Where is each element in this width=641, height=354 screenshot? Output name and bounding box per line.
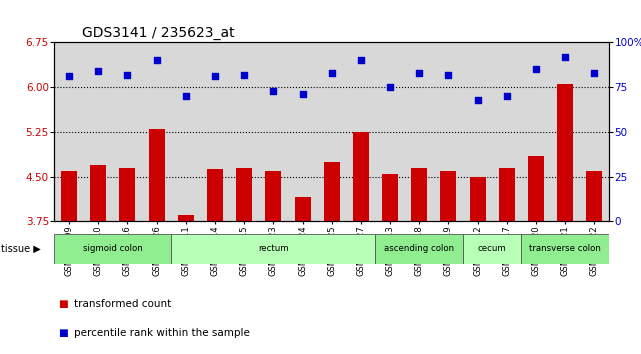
Point — [385, 84, 395, 90]
Point — [181, 93, 191, 99]
Bar — [149, 129, 165, 221]
Point — [151, 58, 162, 63]
Point — [531, 67, 541, 72]
Bar — [236, 168, 252, 221]
Point — [502, 93, 512, 99]
Bar — [382, 173, 398, 221]
Text: tissue ▶: tissue ▶ — [1, 244, 41, 254]
Point — [93, 68, 103, 74]
Bar — [587, 171, 603, 221]
Bar — [178, 215, 194, 221]
Bar — [528, 156, 544, 221]
Text: ■: ■ — [58, 328, 67, 338]
Bar — [376, 234, 463, 264]
Bar — [265, 171, 281, 221]
Text: GDS3141 / 235623_at: GDS3141 / 235623_at — [82, 26, 235, 40]
Point — [297, 91, 308, 97]
Point — [64, 74, 74, 79]
Bar — [521, 234, 609, 264]
Bar — [171, 234, 376, 264]
Text: transformed count: transformed count — [74, 299, 171, 309]
Point — [326, 70, 337, 76]
Bar — [499, 168, 515, 221]
Bar — [412, 168, 428, 221]
Bar — [294, 198, 310, 221]
Point — [589, 70, 599, 76]
Text: cecum: cecum — [478, 244, 506, 253]
Bar — [353, 132, 369, 221]
Bar — [324, 162, 340, 221]
Bar — [557, 84, 573, 221]
Point — [414, 70, 424, 76]
Bar — [470, 177, 486, 221]
Point — [560, 54, 570, 59]
Text: ■: ■ — [58, 299, 67, 309]
Text: ascending colon: ascending colon — [384, 244, 454, 253]
Bar — [463, 234, 521, 264]
Bar — [61, 171, 77, 221]
Bar — [207, 170, 223, 221]
Point — [268, 88, 278, 93]
Point — [444, 72, 454, 78]
Point — [122, 72, 133, 78]
Bar — [440, 171, 456, 221]
Point — [356, 58, 366, 63]
Text: percentile rank within the sample: percentile rank within the sample — [74, 328, 249, 338]
Point — [210, 74, 220, 79]
Bar — [54, 234, 171, 264]
Bar — [119, 168, 135, 221]
Point — [239, 72, 249, 78]
Bar — [90, 165, 106, 221]
Text: sigmoid colon: sigmoid colon — [83, 244, 143, 253]
Point — [472, 97, 483, 103]
Text: transverse colon: transverse colon — [529, 244, 601, 253]
Text: rectum: rectum — [258, 244, 288, 253]
